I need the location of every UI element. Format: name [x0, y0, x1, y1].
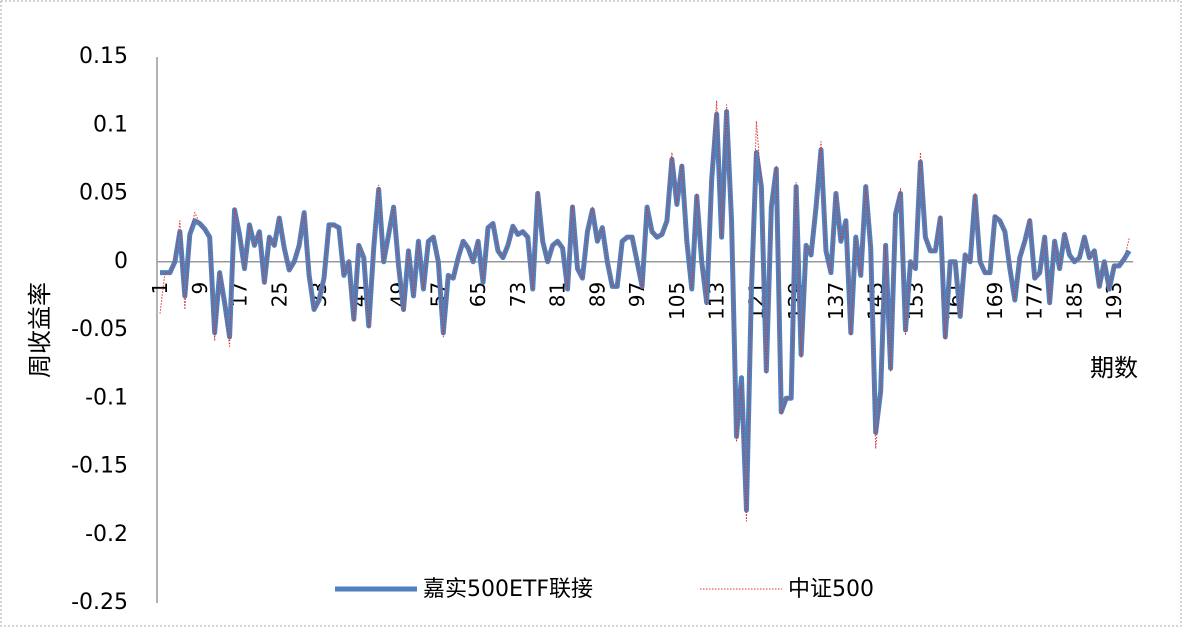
x-tick-label: 137 [824, 282, 848, 320]
legend-label: 中证500 [788, 577, 874, 602]
x-tick-label: 193 [1102, 282, 1126, 320]
x-tick-label: 73 [506, 282, 530, 307]
y-tick-label: 0.1 [93, 112, 128, 137]
legend-label: 嘉实500ETF联接 [423, 577, 593, 602]
x-tick-label: 65 [466, 282, 490, 307]
y-tick-label: -0.2 [85, 522, 128, 547]
x-tick-label: 89 [585, 282, 609, 307]
y-axis-title: 周收益率 [26, 282, 54, 378]
x-tick-label: 9 [188, 282, 212, 295]
x-tick-label: 105 [665, 282, 689, 320]
x-tick-label: 25 [267, 282, 291, 307]
x-tick-label: 169 [983, 282, 1007, 320]
y-tick-label: 0.15 [79, 44, 128, 69]
series-line [160, 109, 1132, 513]
x-tick-label: 1 [148, 282, 172, 295]
y-tick-label: 0 [114, 249, 128, 274]
x-tick-label: 97 [625, 282, 649, 307]
x-tick-label: 177 [1023, 282, 1047, 320]
y-tick-label: -0.15 [71, 454, 128, 479]
y-tick-label: -0.05 [71, 317, 128, 342]
y-tick-label: -0.1 [85, 385, 128, 410]
x-axis-title: 期数 [1090, 354, 1138, 382]
x-tick-label: 185 [1062, 282, 1086, 320]
y-tick-label: -0.25 [71, 590, 128, 615]
y-tick-label: 0.05 [79, 181, 128, 206]
